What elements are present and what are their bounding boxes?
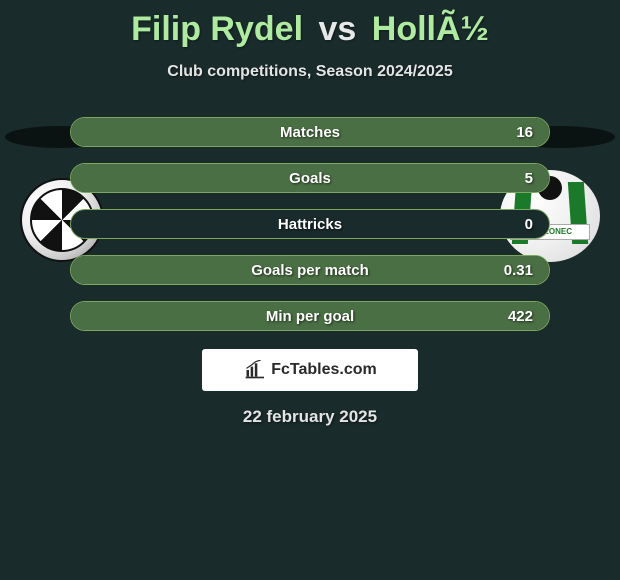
stat-label: Goals bbox=[71, 164, 549, 193]
stat-row: Min per goal422 bbox=[70, 301, 550, 331]
stat-label: Min per goal bbox=[71, 302, 549, 331]
stat-value: 5 bbox=[525, 164, 533, 193]
stat-value: 0.31 bbox=[504, 256, 533, 285]
stat-value: 16 bbox=[516, 118, 533, 147]
stat-row: Goals per match0.31 bbox=[70, 255, 550, 285]
vs-text: vs bbox=[318, 10, 356, 48]
stat-label: Goals per match bbox=[71, 256, 549, 285]
brand-box: FcTables.com bbox=[202, 349, 418, 391]
stat-label: Hattricks bbox=[71, 210, 549, 239]
subtitle: Club competitions, Season 2024/2025 bbox=[0, 63, 620, 81]
bar-chart-icon bbox=[243, 360, 265, 380]
brand-text: FcTables.com bbox=[271, 361, 377, 379]
stat-row: Matches16 bbox=[70, 117, 550, 147]
stat-value: 422 bbox=[508, 302, 533, 331]
stat-row: Hattricks0 bbox=[70, 209, 550, 239]
comparison-title: Filip Rydel vs HollÃ½ bbox=[0, 0, 620, 49]
stats-container: Matches16 Goals5 Hattricks0 Goals per match… bbox=[70, 117, 550, 331]
player1-name: Filip Rydel bbox=[131, 10, 303, 48]
stat-label: Matches bbox=[71, 118, 549, 147]
player2-name: HollÃ½ bbox=[372, 10, 489, 48]
date-text: 22 february 2025 bbox=[0, 407, 620, 427]
stat-row: Goals5 bbox=[70, 163, 550, 193]
stat-value: 0 bbox=[525, 210, 533, 239]
